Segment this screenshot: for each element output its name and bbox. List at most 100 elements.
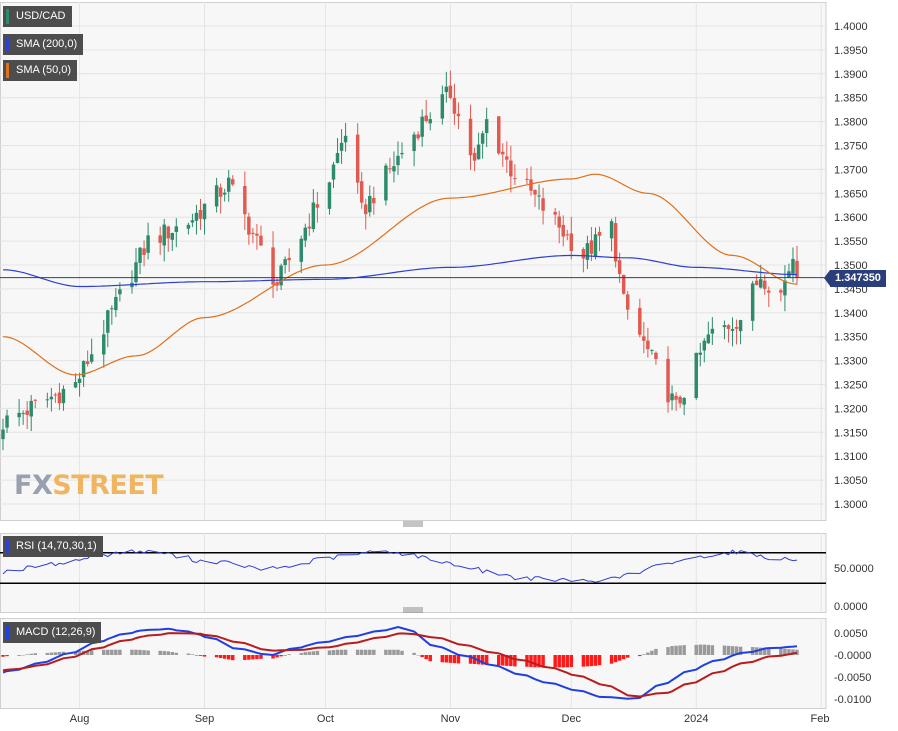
macd-histogram-bar <box>251 655 255 660</box>
macd-histogram-bar <box>730 646 735 655</box>
candle-body <box>561 224 565 237</box>
candle-body <box>565 234 569 236</box>
macd-histogram-bar <box>585 655 590 667</box>
candle-body <box>283 259 287 266</box>
macd-histogram-bar <box>130 649 134 655</box>
macd-histogram-bar <box>480 655 485 665</box>
x-tick-label: 2024 <box>684 713 708 725</box>
candle-body <box>327 182 332 209</box>
x-tick-label: Oct <box>317 713 334 725</box>
macd-histogram-bar <box>1 655 5 657</box>
macd-histogram-bar <box>190 654 195 655</box>
macd-histogram-bar <box>734 646 739 655</box>
candle-body <box>162 224 166 246</box>
candle-body <box>666 358 670 403</box>
macd-histogram-bar <box>726 645 731 655</box>
y-tick-label: 1.3500 <box>834 260 868 272</box>
fxstreet-logo: FXSTREET <box>14 470 164 501</box>
macd-histogram-bar <box>783 648 787 655</box>
macd-histogram-bar <box>77 651 82 655</box>
macd-histogram-bar <box>327 650 332 655</box>
y-tick-label: 1.3100 <box>834 451 868 463</box>
candle-body <box>392 166 396 172</box>
macd-histogram-bar <box>670 646 674 655</box>
macd-histogram-bar <box>561 655 565 668</box>
macd-histogram-bar <box>412 652 416 655</box>
candle-body <box>243 186 247 215</box>
candle-body <box>247 216 251 235</box>
macd-tick-label: -0.0000 <box>834 650 871 662</box>
candle-body <box>57 392 62 404</box>
candle-body <box>581 249 586 259</box>
legend-sma50: SMA (50,0) <box>3 60 78 81</box>
candle-body <box>706 334 711 344</box>
legend-rsi: RSI (14,70,30,1) <box>3 536 103 557</box>
macd-histogram-bar <box>17 655 21 656</box>
macd-histogram-bar <box>343 649 348 655</box>
macd-histogram-bar <box>166 651 170 655</box>
candle-body <box>448 85 453 98</box>
candle-body <box>476 144 481 160</box>
candle-body <box>166 226 170 239</box>
candle-body <box>331 164 336 180</box>
macd-histogram-bar <box>589 655 594 667</box>
macd-histogram-bar <box>416 654 420 656</box>
macd-histogram-bar <box>428 655 432 662</box>
candle-body <box>202 203 207 220</box>
y-tick-label: 1.3950 <box>834 45 868 57</box>
candle-body <box>81 361 86 378</box>
candle-body <box>625 294 630 310</box>
macd-histogram-bar <box>355 649 360 655</box>
candle-body <box>609 221 614 239</box>
macd-histogram-bar <box>722 645 727 655</box>
candle-body <box>231 179 235 185</box>
macd-histogram-bar <box>392 649 396 655</box>
candle-body <box>779 290 783 293</box>
candle-body <box>738 320 743 332</box>
macd-histogram-bar <box>45 652 50 655</box>
candle-body <box>694 352 698 399</box>
macd-histogram-bar <box>779 648 783 655</box>
candle-body <box>682 398 686 405</box>
macd-histogram-bar <box>710 645 715 655</box>
macd-histogram-bar <box>593 655 598 666</box>
x-tick-label: Feb <box>811 713 830 725</box>
macd-histogram-bar <box>569 655 574 667</box>
candle-body <box>364 204 368 215</box>
macd-histogram-bar <box>299 653 303 655</box>
macd-histogram-bar <box>110 649 114 655</box>
macd-histogram-bar <box>146 650 150 655</box>
candle-body <box>114 296 118 311</box>
candle-body <box>134 262 138 283</box>
candle-body <box>456 113 461 117</box>
legend-symbol-label: USD/CAD <box>16 10 66 22</box>
candle-body <box>21 413 25 415</box>
candle-body <box>61 388 66 404</box>
candle-body <box>287 257 291 261</box>
y-tick-label: 1.3000 <box>834 499 868 511</box>
candle-body <box>597 231 602 236</box>
macd-histogram-bar <box>702 644 707 655</box>
macd-histogram-bar <box>553 655 557 668</box>
macd-histogram-bar <box>186 653 191 655</box>
candle-body <box>420 116 424 137</box>
candle-body <box>734 326 739 329</box>
candle-body <box>118 289 122 295</box>
macd-histogram-bar <box>484 655 489 665</box>
candle-body <box>17 412 21 418</box>
macd-histogram-bar <box>57 652 62 655</box>
y-tick-label: 1.3150 <box>834 427 868 439</box>
candle-body <box>428 119 432 124</box>
candle-body <box>783 280 787 296</box>
candle-body <box>642 336 646 341</box>
y-tick-label: 1.3550 <box>834 236 868 248</box>
candle-body <box>416 134 420 139</box>
macd-histogram-bar <box>795 649 799 655</box>
candle-body <box>214 185 219 207</box>
candle-body <box>396 155 400 166</box>
rsi-tick-label: 0.0000 <box>834 601 868 613</box>
macd-histogram-bar <box>102 649 106 655</box>
candle-body <box>33 399 37 401</box>
candle-body <box>763 280 767 289</box>
